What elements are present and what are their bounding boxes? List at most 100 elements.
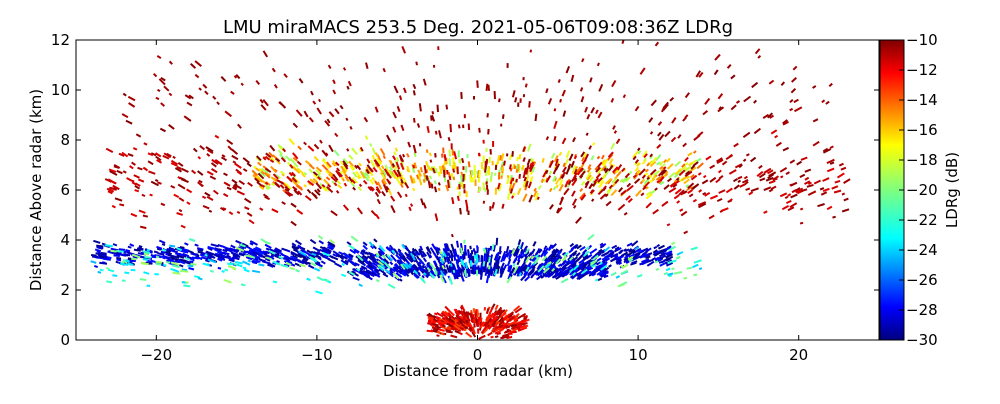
radar-gate — [245, 207, 250, 209]
radar-gate — [788, 207, 794, 210]
radar-gate — [439, 188, 440, 191]
radar-gate — [517, 157, 518, 161]
radar-gate — [538, 197, 539, 200]
radar-gate — [651, 132, 653, 134]
radar-gate — [531, 158, 532, 161]
radar-gate — [394, 86, 397, 93]
radar-gate — [106, 281, 112, 282]
radar-gate — [263, 100, 268, 106]
radar-gate — [776, 143, 781, 146]
radar-gate — [256, 81, 259, 85]
radar-gate — [321, 261, 325, 264]
radar-gate — [212, 160, 216, 163]
radar-gate — [468, 324, 470, 327]
radar-gate — [347, 242, 351, 245]
radar-gate — [233, 161, 236, 163]
radar-gate — [319, 267, 322, 268]
radar-gate — [839, 164, 843, 166]
radar-gate — [463, 254, 464, 261]
radar-gate — [145, 257, 151, 258]
radar-gate — [439, 172, 440, 177]
radar-gate — [440, 166, 441, 172]
radar-gate — [459, 125, 460, 129]
radar-gate — [198, 157, 200, 159]
radar-gate — [194, 276, 200, 277]
radar-gate — [311, 263, 316, 265]
radar-gate — [835, 181, 840, 183]
radar-gate — [393, 127, 395, 132]
radar-gate — [372, 211, 377, 216]
radar-gate — [422, 255, 423, 258]
radar-gate — [329, 145, 333, 152]
radar-gate — [460, 208, 461, 214]
radar-gate — [589, 146, 591, 150]
radar-gate — [291, 159, 295, 163]
radar-gate — [173, 270, 179, 272]
radar-gate — [373, 168, 377, 172]
radar-gate — [569, 250, 573, 253]
radar-gate — [519, 174, 520, 179]
radar-gate — [114, 255, 120, 256]
radar-gate — [751, 158, 756, 162]
radar-gate — [744, 159, 746, 161]
radar-gate — [533, 242, 535, 247]
radar-gate — [308, 190, 311, 194]
radar-gate — [665, 131, 670, 136]
radar-gate — [664, 273, 668, 274]
radar-gate — [265, 242, 270, 244]
x-tick-label: 10 — [629, 346, 648, 364]
radar-gate — [400, 96, 401, 100]
radar-gate — [738, 177, 742, 179]
radar-gate — [388, 284, 395, 288]
radar-gate — [495, 336, 498, 337]
radar-gate — [662, 202, 668, 207]
radar-gate — [161, 252, 165, 253]
radar-gate — [416, 62, 417, 65]
radar-gate — [466, 200, 467, 208]
radar-gate — [689, 194, 693, 196]
radar-gate — [252, 271, 260, 272]
radar-gate — [148, 161, 153, 164]
radar-gate — [132, 162, 136, 165]
radar-gate — [209, 211, 212, 212]
radar-gate — [205, 193, 210, 196]
radar-gate — [455, 255, 456, 260]
radar-gate — [271, 177, 275, 180]
radar-gate — [364, 117, 367, 121]
radar-gate — [640, 68, 644, 74]
radar-gate — [128, 154, 133, 156]
radar-gate — [572, 161, 575, 167]
radar-gate — [181, 226, 185, 228]
radar-gate — [314, 268, 319, 271]
radar-gate — [657, 245, 660, 247]
radar-gate — [215, 136, 219, 138]
radar-gate — [112, 275, 117, 276]
radar-gate — [611, 273, 616, 276]
radar-gate — [677, 253, 680, 255]
radar-gate — [587, 133, 588, 136]
radar-gate — [663, 164, 665, 167]
radar-gate — [613, 126, 615, 130]
radar-gate — [431, 160, 432, 163]
radar-gate — [511, 189, 512, 194]
radar-gate — [438, 260, 440, 264]
radar-gate — [92, 257, 98, 258]
radar-gate — [510, 155, 512, 160]
radar-gate — [669, 173, 675, 178]
radar-gate — [382, 192, 385, 196]
radar-gate — [805, 170, 811, 172]
radar-gate — [411, 175, 413, 183]
radar-gate — [370, 143, 371, 146]
radar-gate — [115, 198, 122, 200]
radar-gate — [208, 257, 212, 258]
radar-gate — [636, 160, 639, 163]
radar-gate — [612, 81, 616, 87]
radar-gate — [670, 98, 673, 101]
radar-gate — [398, 192, 402, 198]
radar-gate — [390, 262, 392, 265]
radar-gate — [383, 274, 388, 277]
colorbar-ticks: −10−12−14−16−18−20−22−24−26−28−30 — [899, 31, 938, 349]
radar-gate — [381, 149, 385, 156]
radar-gate — [217, 102, 219, 105]
radar-gate — [182, 169, 189, 172]
